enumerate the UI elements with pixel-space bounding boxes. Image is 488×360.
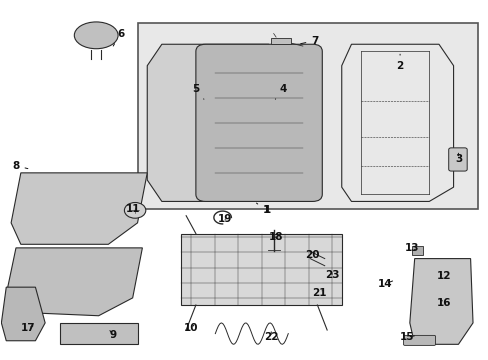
- Polygon shape: [409, 258, 472, 344]
- Text: 15: 15: [399, 332, 414, 342]
- Text: 21: 21: [312, 288, 326, 297]
- FancyBboxPatch shape: [196, 44, 322, 202]
- FancyBboxPatch shape: [448, 148, 466, 171]
- Text: 2: 2: [396, 54, 403, 71]
- Polygon shape: [1, 287, 45, 341]
- Text: 17: 17: [21, 323, 35, 333]
- Text: 12: 12: [436, 271, 450, 282]
- Text: 5: 5: [192, 84, 203, 99]
- Text: 10: 10: [183, 323, 198, 333]
- Ellipse shape: [74, 22, 118, 49]
- Text: 19: 19: [218, 214, 232, 224]
- Text: 8: 8: [12, 161, 28, 171]
- Text: 20: 20: [305, 250, 319, 260]
- Polygon shape: [6, 248, 142, 316]
- Text: 14: 14: [377, 279, 392, 289]
- Text: 13: 13: [404, 243, 419, 253]
- Bar: [411, 246, 422, 255]
- Text: 23: 23: [324, 270, 339, 280]
- FancyBboxPatch shape: [137, 23, 477, 208]
- Polygon shape: [147, 44, 268, 202]
- Circle shape: [124, 203, 145, 218]
- Bar: [271, 38, 290, 44]
- Text: 18: 18: [268, 232, 283, 242]
- Polygon shape: [11, 173, 147, 244]
- Text: 1: 1: [263, 205, 270, 215]
- Text: 4: 4: [275, 84, 286, 99]
- Text: 11: 11: [125, 203, 140, 213]
- Text: 6: 6: [113, 28, 124, 46]
- Text: 22: 22: [264, 332, 278, 342]
- Text: 3: 3: [454, 153, 461, 163]
- Text: 9: 9: [109, 330, 117, 341]
- FancyBboxPatch shape: [403, 336, 435, 345]
- Text: 7: 7: [300, 36, 318, 46]
- Text: 1: 1: [256, 203, 269, 215]
- Polygon shape: [60, 323, 137, 344]
- Text: 16: 16: [436, 298, 450, 308]
- FancyBboxPatch shape: [181, 234, 341, 305]
